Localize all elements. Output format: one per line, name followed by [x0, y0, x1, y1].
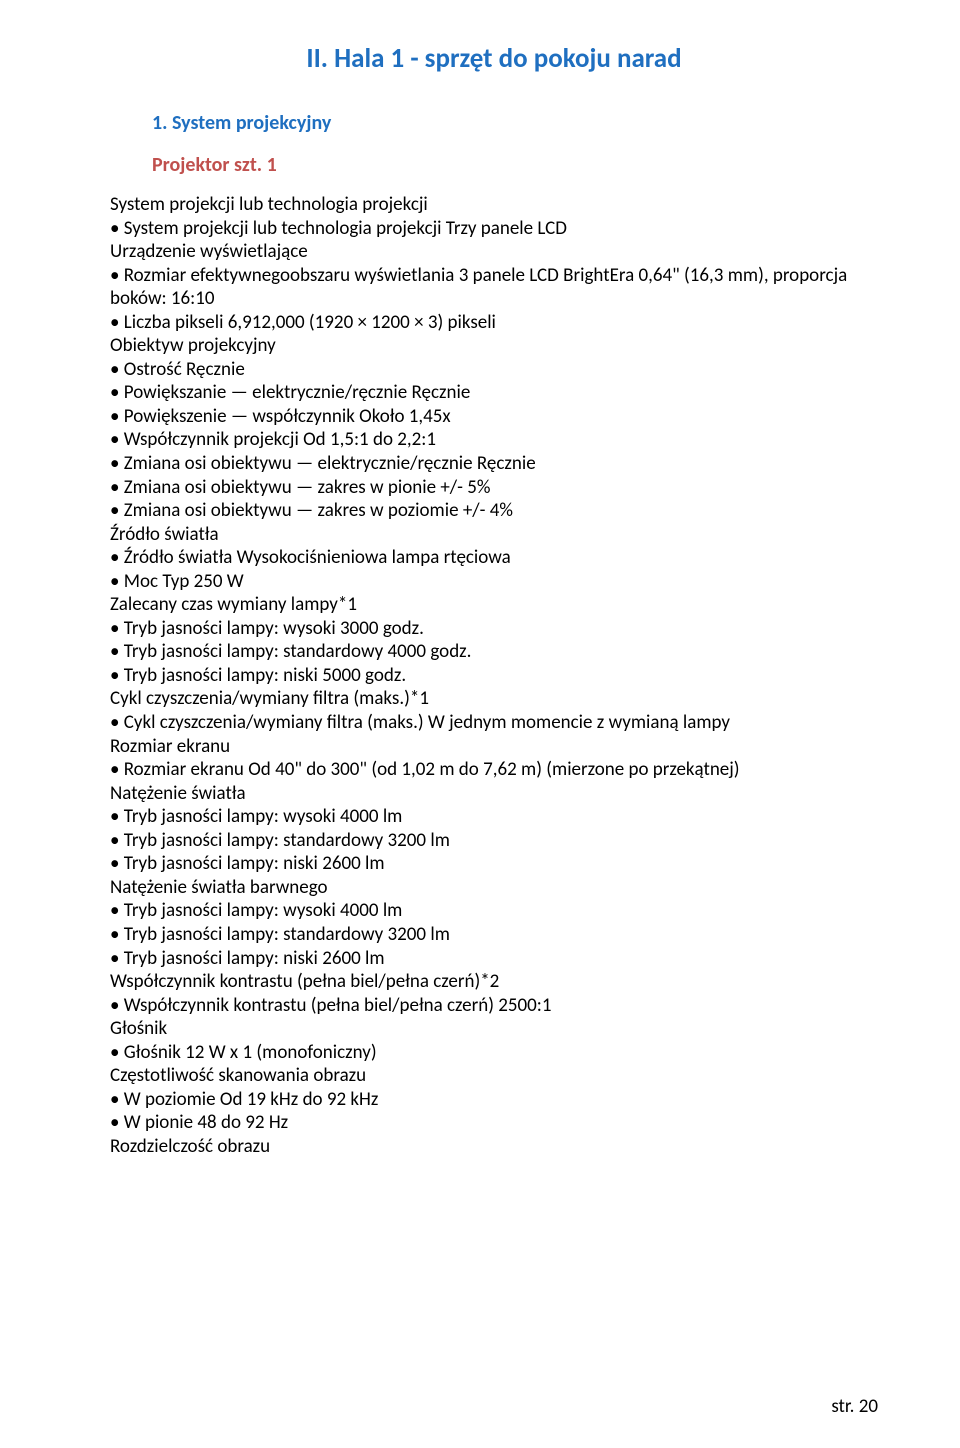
section-number: 1. System projekcyjny	[152, 111, 878, 135]
spec-line: • Ostrość Ręcznie	[110, 358, 878, 382]
spec-line: • System projekcji lub technologia proje…	[110, 217, 878, 241]
spec-line: • Głośnik 12 W x 1 (monofoniczny)	[110, 1041, 878, 1065]
spec-line: • Tryb jasności lampy: standardowy 4000 …	[110, 640, 878, 664]
spec-line: Współczynnik kontrastu (pełna biel/pełna…	[110, 970, 878, 994]
spec-line: Rozdzielczość obrazu	[110, 1135, 878, 1159]
spec-line: • Tryb jasności lampy: standardowy 3200 …	[110, 923, 878, 947]
spec-line: • Powiększanie — elektrycznie/ręcznie Rę…	[110, 381, 878, 405]
spec-line: • Współczynnik kontrastu (pełna biel/peł…	[110, 994, 878, 1018]
spec-line: Natężenie światła barwnego	[110, 876, 878, 900]
spec-line: • Zmiana osi obiektywu — zakres w pionie…	[110, 476, 878, 500]
spec-line: • Współczynnik projekcji Od 1,5:1 do 2,2…	[110, 428, 878, 452]
page-footer: str. 20	[831, 1395, 878, 1418]
spec-line: • Tryb jasności lampy: niski 2600 lm	[110, 852, 878, 876]
spec-line: • Źródło światła Wysokociśnieniowa lampa…	[110, 546, 878, 570]
spec-line: Głośnik	[110, 1017, 878, 1041]
spec-line: Rozmiar ekranu	[110, 735, 878, 759]
spec-line: • Tryb jasności lampy: wysoki 4000 lm	[110, 805, 878, 829]
spec-line: • Cykl czyszczenia/wymiany filtra (maks.…	[110, 711, 878, 735]
spec-line: • Tryb jasności lampy: niski 2600 lm	[110, 947, 878, 971]
spec-line: System projekcji lub technologia projekc…	[110, 193, 878, 217]
spec-line: Urządzenie wyświetlające	[110, 240, 878, 264]
page-title: II. Hala 1 - sprzęt do pokoju narad	[110, 42, 878, 75]
spec-line: • Liczba pikseli 6,912,000 (1920 × 1200 …	[110, 311, 878, 335]
spec-line: Źródło światła	[110, 523, 878, 547]
spec-line: • Moc Typ 250 W	[110, 570, 878, 594]
spec-line: Cykl czyszczenia/wymiany filtra (maks.)*…	[110, 687, 878, 711]
spec-line: Natężenie światła	[110, 782, 878, 806]
spec-line: Obiektyw projekcyjny	[110, 334, 878, 358]
spec-line: • W pionie 48 do 92 Hz	[110, 1111, 878, 1135]
spec-line: Częstotliwość skanowania obrazu	[110, 1064, 878, 1088]
spec-list: System projekcji lub technologia projekc…	[110, 193, 878, 1158]
spec-line: • Powiększenie — współczynnik Około 1,45…	[110, 405, 878, 429]
spec-line: Zalecany czas wymiany lampy*1	[110, 593, 878, 617]
spec-line: • Tryb jasności lampy: niski 5000 godz.	[110, 664, 878, 688]
spec-line: • Rozmiar ekranu Od 40" do 300" (od 1,02…	[110, 758, 878, 782]
spec-line: • Rozmiar efektywnegoobszaru wyświetlani…	[110, 264, 878, 311]
spec-line: • Tryb jasności lampy: wysoki 3000 godz.	[110, 617, 878, 641]
section-subhead: Projektor szt. 1	[152, 153, 878, 177]
spec-line: • Zmiana osi obiektywu — zakres w poziom…	[110, 499, 878, 523]
spec-line: • Zmiana osi obiektywu — elektrycznie/rę…	[110, 452, 878, 476]
spec-line: • W poziomie Od 19 kHz do 92 kHz	[110, 1088, 878, 1112]
spec-line: • Tryb jasności lampy: standardowy 3200 …	[110, 829, 878, 853]
spec-line: • Tryb jasności lampy: wysoki 4000 lm	[110, 899, 878, 923]
